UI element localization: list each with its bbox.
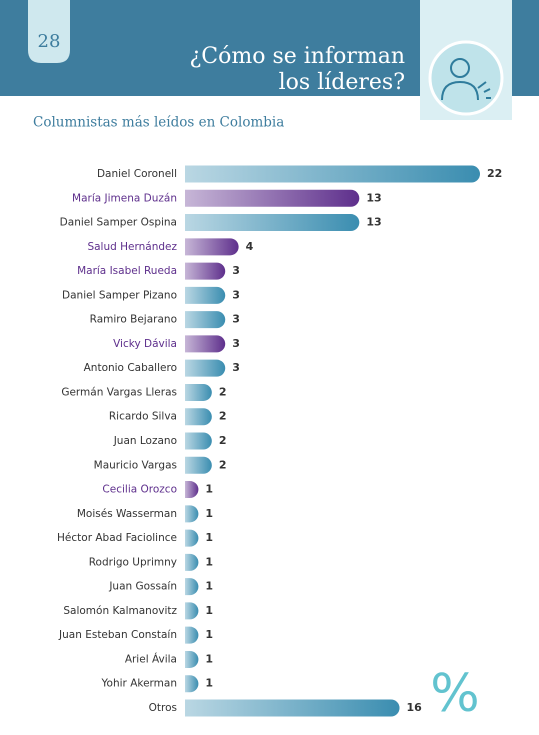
page-number: 28 <box>38 31 61 52</box>
value-label: 1 <box>205 555 213 568</box>
category-label: Juan Esteban Constaín <box>58 629 177 641</box>
bar <box>185 578 199 596</box>
value-label: 2 <box>219 385 227 398</box>
category-label: Germán Vargas Lleras <box>61 386 177 398</box>
value-label: 16 <box>407 701 423 714</box>
icon-circle <box>428 40 504 116</box>
value-label: 2 <box>219 410 227 423</box>
value-label: 2 <box>219 434 227 447</box>
bar <box>185 262 226 280</box>
bar <box>185 602 199 620</box>
category-label: Héctor Abad Faciolince <box>57 532 177 544</box>
category-label: Cecilia Orozco <box>102 484 177 496</box>
category-label: Rodrigo Uprimny <box>89 556 177 568</box>
bar <box>185 650 199 668</box>
category-label: Antonio Caballero <box>84 362 177 374</box>
bar <box>185 383 212 401</box>
category-label: Ricardo Silva <box>109 411 177 423</box>
watermark: % <box>430 664 479 724</box>
value-label: 3 <box>232 288 240 301</box>
category-label: Vicky Dávila <box>113 338 177 350</box>
category-label: Daniel Samper Ospina <box>60 217 177 229</box>
value-label: 1 <box>205 580 213 593</box>
bar <box>185 286 226 304</box>
category-label: Salomón Kalmanovitz <box>63 605 177 617</box>
category-label: Yohir Akerman <box>101 678 177 690</box>
value-label: 3 <box>232 337 240 350</box>
category-label: Salud Hernández <box>87 241 177 253</box>
value-label: 13 <box>366 216 381 229</box>
value-label: 13 <box>366 191 381 204</box>
category-label: María Isabel Rueda <box>77 265 177 277</box>
value-label: 1 <box>205 507 213 520</box>
bar <box>185 505 199 523</box>
bar <box>185 481 199 499</box>
value-label: 3 <box>232 313 240 326</box>
bar <box>185 675 199 693</box>
chart-title: Columnistas más leídos en Colombia <box>33 115 284 131</box>
bar <box>185 165 480 183</box>
bar <box>185 359 226 377</box>
bar <box>185 214 360 232</box>
title-line: los líderes? <box>279 70 405 95</box>
value-label: 3 <box>232 361 240 374</box>
title-line: ¿Cómo se informan <box>189 44 405 69</box>
bar <box>185 456 212 474</box>
bar <box>185 529 199 547</box>
value-label: 3 <box>232 264 240 277</box>
value-label: 22 <box>487 167 502 180</box>
value-label: 4 <box>246 240 254 253</box>
bar <box>185 238 239 256</box>
value-label: 1 <box>205 604 213 617</box>
bar <box>185 408 212 426</box>
bar <box>185 699 400 717</box>
category-label: Mauricio Vargas <box>94 459 177 471</box>
value-label: 1 <box>205 531 213 544</box>
bar <box>185 189 360 207</box>
page-tab <box>28 0 70 63</box>
category-label: Otros <box>149 702 177 714</box>
category-label: Ramiro Bejarano <box>90 314 177 326</box>
value-label: 1 <box>205 483 213 496</box>
value-label: 1 <box>205 628 213 641</box>
category-label: Juan Lozano <box>113 435 177 447</box>
category-label: Juan Gossaín <box>108 581 177 593</box>
leader-icon <box>441 58 491 101</box>
category-label: Daniel Coronell <box>97 168 177 180</box>
bar <box>185 626 199 644</box>
category-label: María Jimena Duzán <box>72 192 177 204</box>
bar <box>185 335 226 353</box>
value-label: 2 <box>219 458 227 471</box>
bar <box>185 553 199 571</box>
bar <box>185 311 226 329</box>
bar <box>185 432 212 450</box>
category-label: Daniel Samper Pizano <box>62 289 177 301</box>
value-label: 1 <box>205 652 213 665</box>
category-label: Ariel Ávila <box>125 652 177 665</box>
category-label: Moisés Wasserman <box>77 508 177 520</box>
value-label: 1 <box>205 677 213 690</box>
